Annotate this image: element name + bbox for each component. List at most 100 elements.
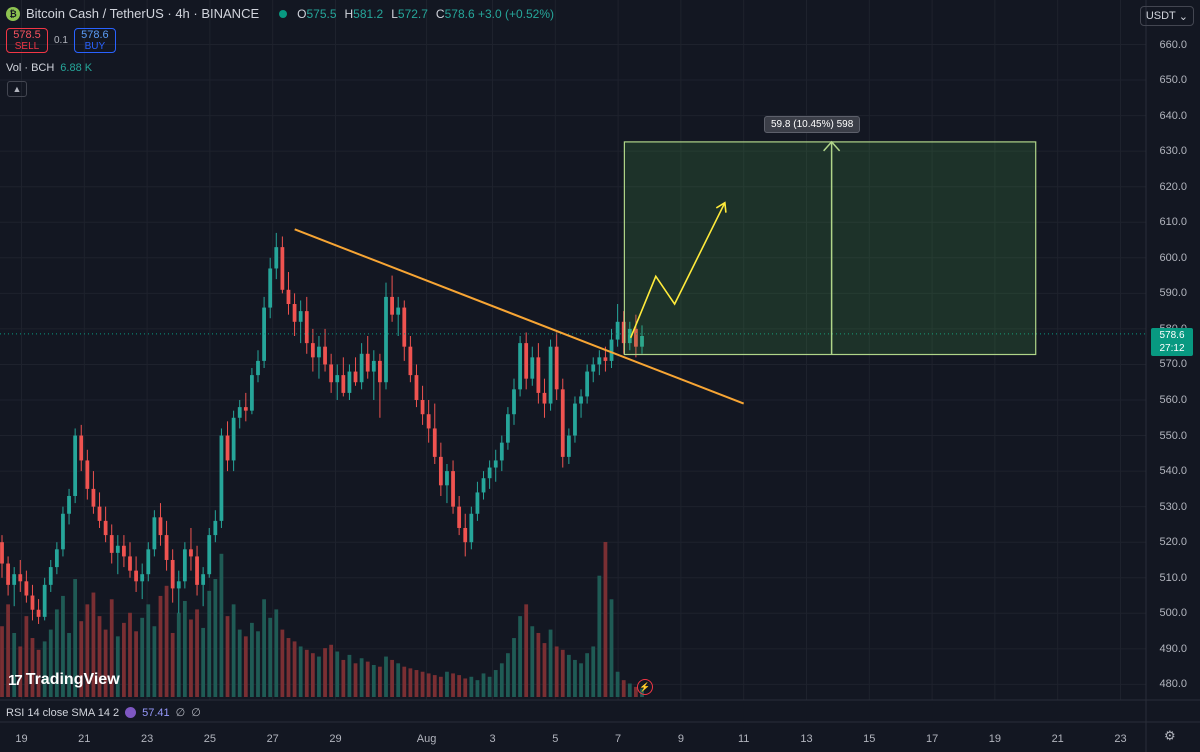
price-tick-label: 570.0	[1159, 358, 1187, 371]
candle-body	[579, 396, 583, 404]
candle-body	[634, 328, 638, 347]
candle-body	[152, 517, 157, 550]
volume-bar	[384, 656, 388, 697]
sell-price: 578.5	[13, 28, 41, 41]
candle-body	[481, 478, 486, 493]
volume-bar	[365, 661, 370, 697]
volume-label: Vol · BCH	[6, 62, 55, 74]
candle-body	[115, 545, 120, 553]
volume-bar	[597, 575, 602, 697]
indicator-icon	[125, 707, 137, 718]
last-price-tag: 578.6 27:12	[1151, 328, 1193, 356]
volume-bar	[115, 636, 120, 697]
symbol-title[interactable]: Bitcoin Cash / TetherUS · 4h · BINANCE	[26, 6, 260, 21]
sell-label: SELL	[14, 40, 40, 52]
candle-body	[195, 556, 199, 585]
volume-bar	[536, 632, 541, 697]
volume-bar	[432, 675, 437, 697]
collapse-legend-button[interactable]: ▲	[7, 81, 27, 97]
currency-selector[interactable]: USDT ⌄	[1139, 6, 1194, 26]
volume-bar	[591, 646, 596, 697]
volume-bar	[603, 542, 608, 697]
lightning-icon[interactable]: ⚡	[637, 679, 653, 695]
volume-bar	[91, 592, 96, 697]
candle-body	[493, 460, 498, 468]
close-key: C	[435, 6, 445, 21]
volume-bar	[195, 609, 199, 697]
volume-bar	[24, 616, 29, 697]
open-key: O	[297, 6, 307, 21]
candle-body	[170, 559, 175, 589]
chevron-down-icon: ⌄	[1178, 10, 1188, 23]
volume-bar	[426, 673, 431, 697]
candle-body	[524, 343, 529, 379]
volume-bar	[317, 656, 321, 697]
candle-body	[128, 556, 132, 571]
candle-body	[292, 304, 297, 322]
trend-line	[294, 228, 745, 405]
volume-bar	[243, 636, 248, 697]
volume-bar	[359, 658, 364, 697]
volume-bar	[573, 659, 577, 697]
volume-bar	[420, 671, 425, 697]
price-tick-label: 640.0	[1159, 109, 1187, 122]
candle-body	[6, 563, 10, 585]
tradingview-logo[interactable]: 17 TradingView	[8, 671, 120, 689]
candle-body	[365, 353, 370, 372]
price-tick-label: 600.0	[1159, 251, 1187, 264]
candle-body	[79, 435, 84, 461]
candle-body	[396, 307, 401, 315]
volume-bar	[164, 585, 169, 697]
ohlc-values: O575.5 H581.2 L572.7 C578.6 +3.0 (+0.52%…	[297, 7, 554, 21]
volume-bar	[566, 654, 571, 697]
volume-bar	[280, 629, 285, 697]
volume-bar	[103, 629, 108, 697]
candle-body	[274, 247, 279, 269]
candle-body	[518, 343, 522, 390]
candle-body	[48, 567, 53, 585]
candle-body	[487, 467, 492, 479]
candle-body	[268, 268, 273, 308]
candle-body	[298, 311, 303, 322]
buy-button[interactable]: 578.6 BUY	[73, 28, 116, 53]
bar-countdown: 27:12	[1159, 343, 1185, 354]
rsi-legend[interactable]: RSI 14 close SMA 14 2 57.41 ∅ ∅	[6, 706, 201, 720]
date-tick-label: 7	[615, 733, 622, 745]
candle-body	[640, 336, 644, 347]
volume-bar	[451, 673, 455, 697]
price-tick-label: 510.0	[1159, 571, 1187, 584]
volume-bar	[42, 641, 47, 697]
volume-bar	[560, 649, 565, 697]
candle-body	[30, 595, 35, 610]
volume-bar	[506, 653, 510, 697]
open-value: 575.5	[306, 6, 337, 21]
candle-body	[85, 460, 90, 489]
price-tick-label: 620.0	[1159, 180, 1187, 193]
volume-bar	[554, 646, 559, 697]
candle-body	[304, 311, 309, 344]
volume-bar	[219, 553, 224, 697]
volume-bar	[481, 673, 486, 697]
buy-label: BUY	[84, 40, 106, 52]
candle-body	[207, 535, 212, 575]
volume-bar	[134, 631, 138, 697]
volume-bar	[122, 622, 126, 697]
volume-bar	[530, 626, 535, 697]
candle-body	[310, 343, 315, 358]
volume-bar	[548, 629, 553, 697]
candle-body	[286, 289, 291, 305]
volume-bar	[268, 617, 273, 697]
sell-button[interactable]: 578.5 SELL	[6, 28, 48, 53]
measure-label[interactable]: 59.8 (10.45%) 598	[764, 116, 861, 133]
volume-bar	[445, 671, 449, 697]
volume-bar	[469, 676, 474, 697]
candle-body	[18, 574, 23, 582]
volume-bar	[463, 678, 468, 697]
volume-legend[interactable]: Vol · BCH 6.88 K	[6, 62, 92, 74]
candle-body	[438, 456, 443, 486]
gear-icon[interactable]: ⚙	[1164, 728, 1176, 743]
candle-body	[615, 321, 620, 340]
rsi-na-2: ∅	[191, 707, 201, 719]
volume-bar	[274, 609, 279, 697]
